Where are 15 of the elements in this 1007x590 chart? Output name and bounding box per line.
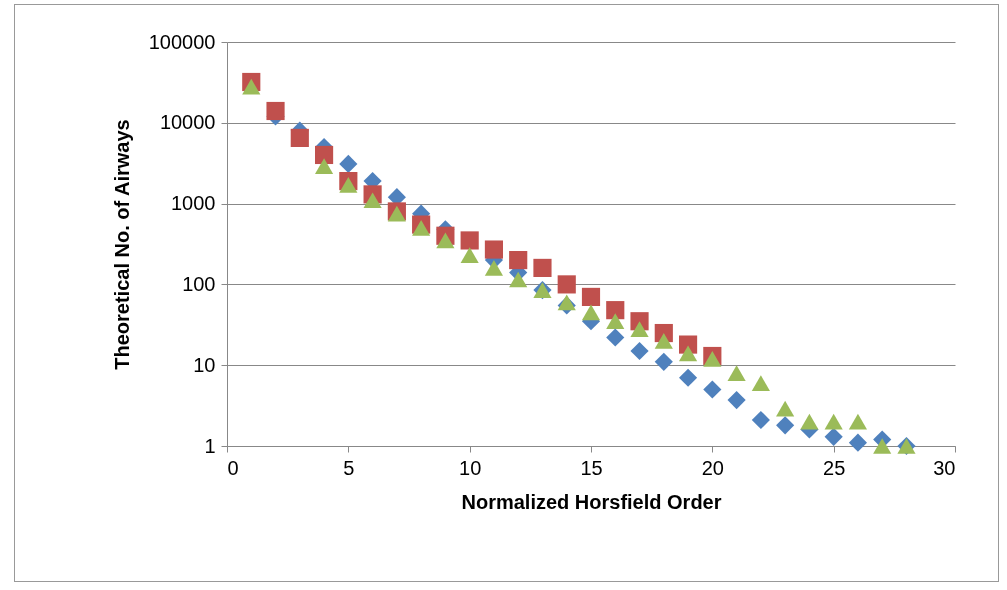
y-tick-label: 100000 bbox=[148, 30, 216, 53]
x-tick-label: 25 bbox=[823, 456, 846, 479]
y-tick-label: 10 bbox=[193, 353, 216, 376]
y-axis-title: Theoretical No. of Airways bbox=[110, 119, 133, 370]
y-tick-label: 100 bbox=[182, 272, 216, 295]
x-tick-label: 0 bbox=[227, 456, 239, 479]
x-tick-label: 10 bbox=[459, 456, 482, 479]
y-tick-label: 10000 bbox=[159, 111, 216, 134]
x-tick-label: 20 bbox=[701, 456, 724, 479]
x-tick-label: 15 bbox=[580, 456, 603, 479]
y-tick-label: 1 bbox=[204, 434, 216, 457]
x-axis-title: Normalized Horsfield Order bbox=[461, 490, 722, 513]
y-tick-label: 1000 bbox=[171, 192, 216, 215]
x-tick-label: 30 bbox=[933, 456, 956, 479]
x-tick-label: 5 bbox=[343, 456, 355, 479]
